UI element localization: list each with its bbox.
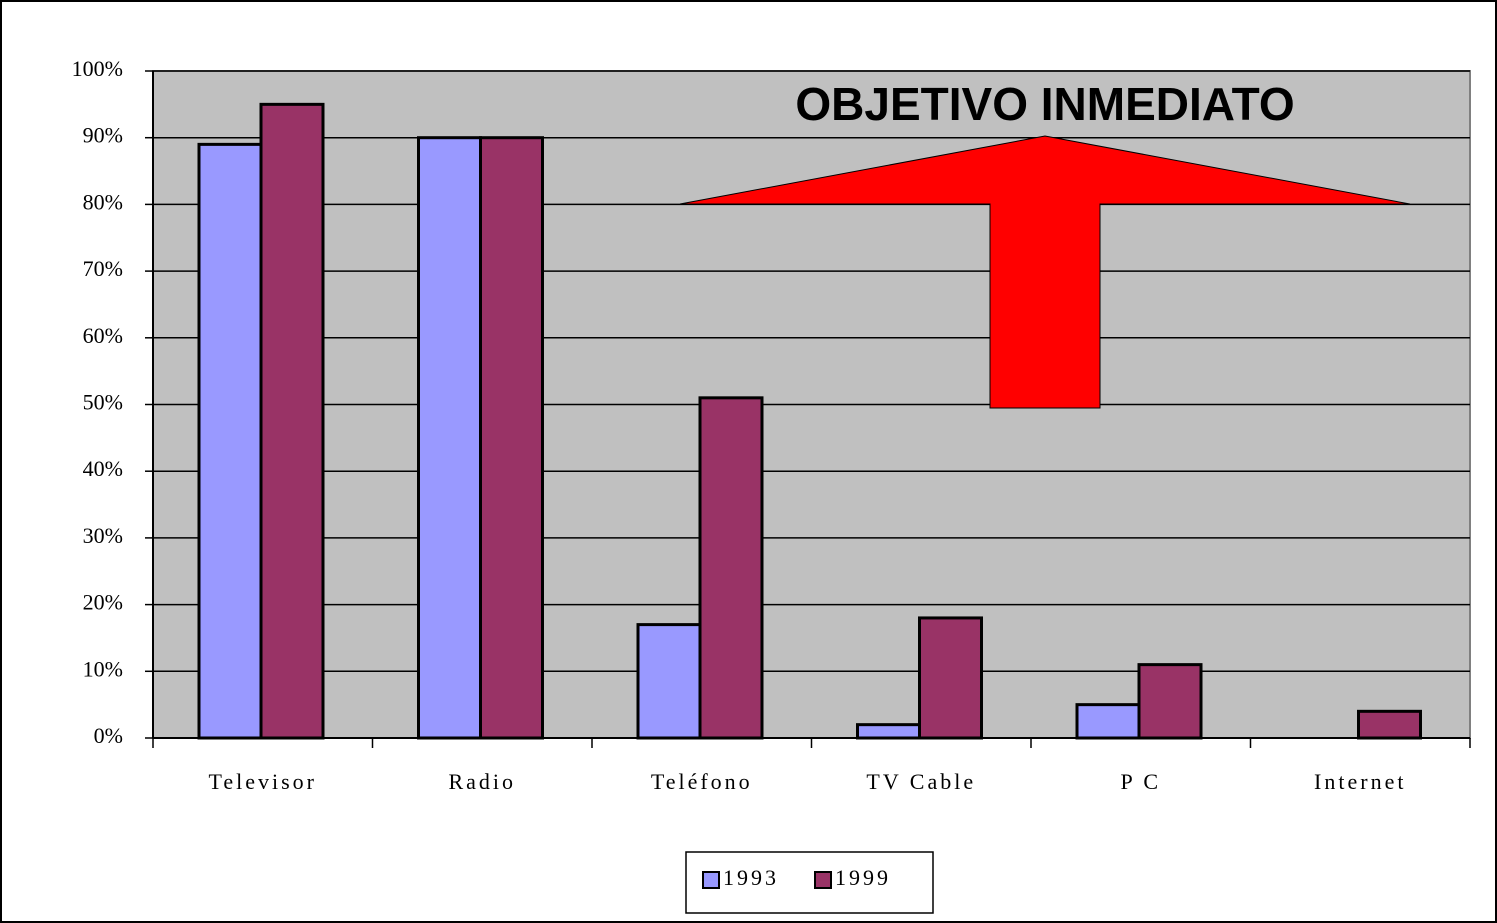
bar (1137, 663, 1203, 740)
x-tick-label: Radio (448, 769, 516, 794)
x-tick-label: Internet (1314, 769, 1406, 794)
y-tick-label: 70% (83, 256, 123, 281)
plot-area: 0% 10% 20% 30% 40% 50% 60% 70% 80% 90% 100% Televis… (72, 56, 1471, 794)
y-tick-label: 90% (83, 123, 123, 148)
legend-label: 1993 (723, 865, 779, 890)
legend-box (685, 851, 934, 914)
arrow (679, 135, 1411, 409)
legend-swatch (702, 871, 720, 889)
y-tick-label: 10% (83, 656, 123, 681)
y-tick-label: 20% (83, 590, 123, 615)
bar (856, 723, 921, 740)
y-tick-label: 30% (83, 523, 123, 548)
x-tick-label: Teléfono (651, 769, 753, 794)
bar (698, 396, 764, 740)
annotation: OBJETIVO INMEDIATO (795, 78, 1294, 130)
bar (417, 136, 482, 740)
x-tick-label: TV Cable (866, 769, 976, 794)
x-tick-label: Televisor (208, 769, 317, 794)
bar (1075, 703, 1141, 740)
bar (636, 623, 702, 740)
bar (1357, 709, 1422, 740)
bar (197, 142, 263, 740)
legend-label: 1999 (835, 865, 891, 890)
legend-swatch (814, 871, 832, 889)
bar (479, 136, 544, 740)
arrow-shape (679, 135, 1411, 409)
x-tick-label: P C (1120, 769, 1161, 794)
bar (918, 616, 983, 740)
y-tick-label: 80% (83, 189, 123, 214)
y-tick-label: 50% (83, 390, 123, 415)
bar (259, 102, 325, 740)
y-tick-label: 60% (83, 323, 123, 348)
y-tick-label: 100% (72, 56, 123, 81)
y-tick-label: 40% (83, 456, 123, 481)
legend: 1993 1999 (685, 851, 934, 914)
y-tick-label: 0% (94, 723, 123, 748)
